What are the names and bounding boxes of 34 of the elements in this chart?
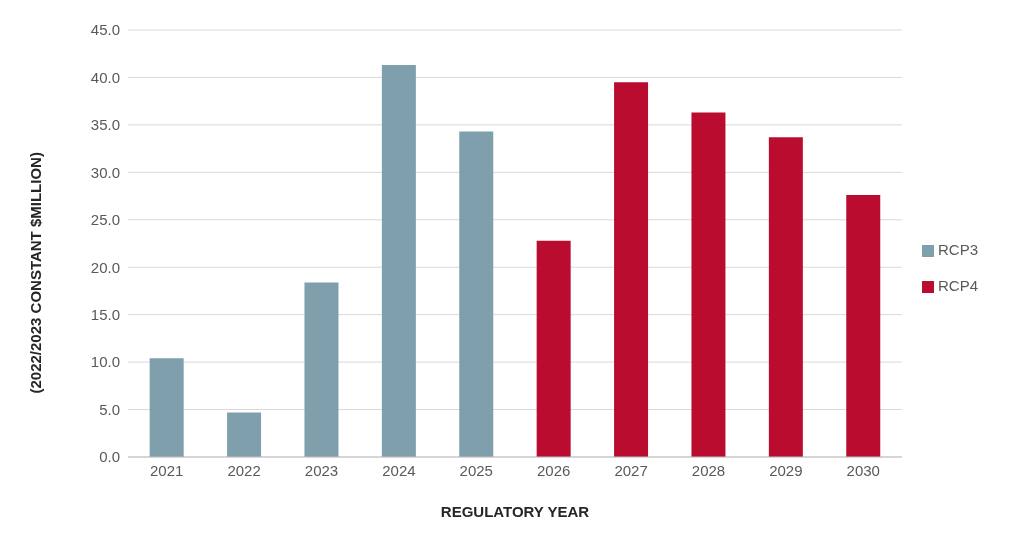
x-tick-label: 2023 <box>304 461 339 479</box>
x-tick-label: 2021 <box>150 461 184 479</box>
legend-label: RCP4 <box>937 276 978 294</box>
x-tick-label: 2024 <box>382 461 416 479</box>
bar <box>536 240 571 457</box>
bar <box>459 131 494 457</box>
y-tick-label: 25.0 <box>90 211 120 229</box>
bar <box>381 65 416 457</box>
x-tick-label: 2030 <box>846 461 880 479</box>
x-tick-label: 2028 <box>691 461 726 479</box>
x-axis-title: REGULATORY YEAR <box>440 503 590 520</box>
y-tick-label: 10.0 <box>90 353 120 371</box>
y-tick-label: 35.0 <box>90 116 120 134</box>
x-tick-label: 2022 <box>227 461 261 479</box>
y-tick-label: 15.0 <box>90 305 120 323</box>
bar <box>304 282 339 457</box>
legend-label: RCP3 <box>937 240 978 258</box>
x-tick-label: 2027 <box>614 461 648 479</box>
y-tick-label: 20.0 <box>90 258 120 276</box>
x-tick-label: 2026 <box>537 461 571 479</box>
y-tick-label: 5.0 <box>99 400 120 418</box>
y-tick-label: 40.0 <box>90 68 120 86</box>
y-tick-label: 0.0 <box>99 448 120 466</box>
y-tick-label: 30.0 <box>90 163 120 181</box>
bar <box>614 82 649 457</box>
bar <box>227 412 262 457</box>
bar <box>768 137 803 457</box>
y-tick-label: 45.0 <box>90 21 120 39</box>
bar <box>149 358 184 457</box>
x-tick-label: 2029 <box>769 461 803 479</box>
y-axis-title: (2022/2023 CONSTANT $MILLION) <box>27 152 45 394</box>
x-tick-label: 2025 <box>459 461 493 479</box>
bar <box>691 112 726 457</box>
bar <box>846 195 881 457</box>
